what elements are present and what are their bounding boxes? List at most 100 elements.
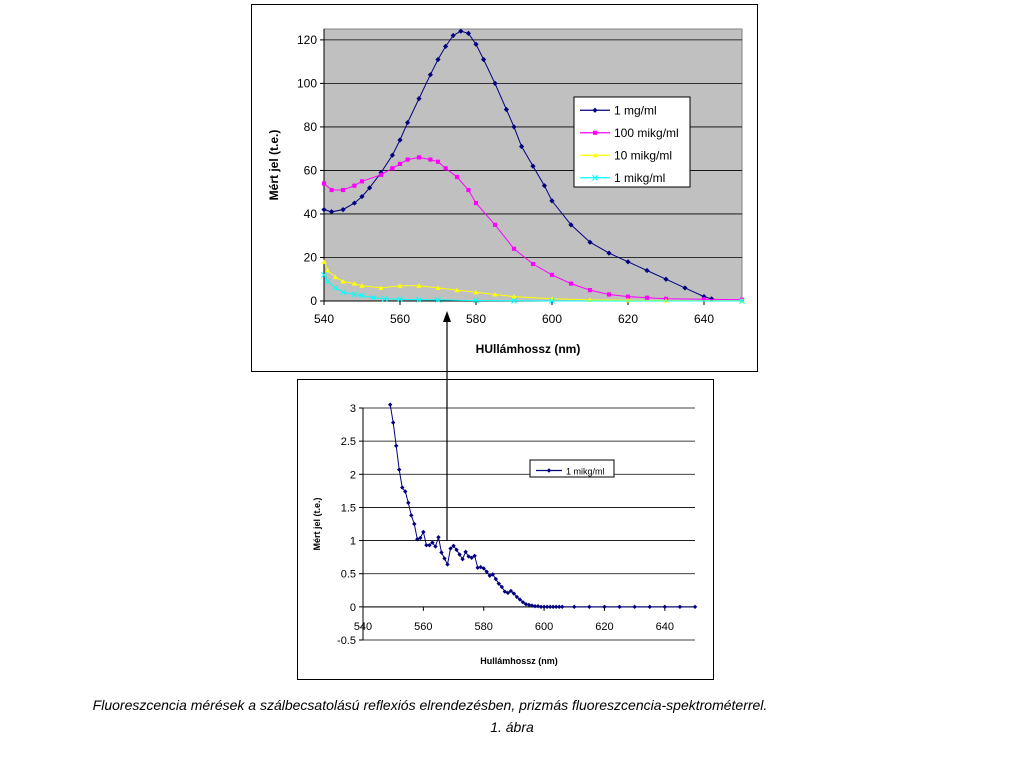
data-point bbox=[587, 604, 592, 610]
y-tick-label: 2.5 bbox=[341, 436, 356, 448]
legend-entry: 1 mikg/ml bbox=[614, 171, 665, 185]
data-point bbox=[397, 137, 403, 143]
data-point bbox=[321, 271, 327, 278]
data-point bbox=[387, 402, 393, 407]
y-axis-title: Mért jel (t.e.) bbox=[267, 130, 281, 201]
data-point bbox=[325, 267, 331, 273]
data-point bbox=[568, 222, 574, 228]
data-point bbox=[332, 284, 339, 291]
data-point bbox=[473, 41, 479, 47]
x-tick-label: 600 bbox=[542, 312, 562, 326]
data-point bbox=[443, 166, 448, 171]
data-point bbox=[397, 467, 402, 472]
legend-marker bbox=[592, 130, 598, 135]
x-tick-label: 580 bbox=[466, 312, 486, 326]
data-point bbox=[427, 543, 432, 548]
y-tick-label: 1.5 bbox=[341, 502, 356, 514]
data-point bbox=[549, 298, 555, 304]
data-point bbox=[473, 289, 479, 295]
data-point bbox=[359, 179, 365, 184]
x-tick-label: 560 bbox=[390, 312, 410, 326]
y-tick-label: 100 bbox=[297, 76, 317, 90]
data-point bbox=[400, 485, 405, 490]
data-point bbox=[663, 276, 669, 282]
x-tick-label: 560 bbox=[414, 621, 432, 633]
data-point bbox=[406, 500, 411, 505]
data-point bbox=[415, 537, 420, 542]
y-tick-label: 20 bbox=[304, 250, 318, 264]
data-point bbox=[511, 297, 517, 304]
data-point bbox=[378, 285, 384, 291]
legend-entry: 1 mikg/ml bbox=[566, 467, 605, 477]
data-point bbox=[397, 161, 403, 166]
data-point bbox=[484, 569, 489, 574]
data-point bbox=[701, 297, 707, 302]
series-3 bbox=[321, 271, 745, 304]
top-chart-panel: 0 20 40 60 80 100 120 540 560 580 600 620 640 HUllámh… bbox=[251, 4, 758, 372]
data-point bbox=[416, 155, 422, 160]
data-point bbox=[492, 222, 498, 227]
series-0 bbox=[321, 28, 715, 302]
data-point bbox=[505, 590, 511, 596]
data-point bbox=[416, 96, 422, 102]
data-point bbox=[340, 187, 346, 193]
data-point bbox=[397, 283, 403, 288]
plot-area bbox=[363, 408, 695, 640]
data-point bbox=[530, 163, 536, 169]
data-point bbox=[523, 602, 529, 607]
legend-box bbox=[529, 459, 615, 478]
data-point bbox=[458, 28, 464, 34]
series-line bbox=[323, 156, 743, 301]
data-point bbox=[397, 296, 403, 303]
data-point bbox=[587, 239, 593, 245]
data-point bbox=[549, 198, 555, 204]
data-point bbox=[450, 32, 456, 39]
data-point bbox=[370, 294, 377, 301]
data-point bbox=[416, 283, 422, 288]
data-point bbox=[359, 292, 365, 299]
data-point bbox=[492, 80, 498, 86]
legend: 1 mg/ml 100 mikg/ml 10 mikg/ml 1 mikg/ml bbox=[573, 96, 691, 188]
data-point bbox=[359, 193, 365, 200]
x-tick-label: 620 bbox=[618, 312, 638, 326]
legend-marker bbox=[592, 152, 598, 158]
y-tick-label: 2 bbox=[350, 469, 356, 481]
data-point bbox=[321, 259, 327, 264]
data-point bbox=[435, 285, 441, 291]
data-point bbox=[435, 56, 441, 63]
data-point bbox=[568, 281, 574, 286]
y-tick-label: 0 bbox=[350, 602, 356, 614]
data-point bbox=[511, 246, 517, 251]
data-point bbox=[606, 292, 612, 297]
data-point bbox=[472, 553, 477, 559]
data-point bbox=[412, 521, 417, 527]
y-tick-label: 60 bbox=[304, 163, 318, 177]
data-point bbox=[709, 296, 715, 302]
legend-marker bbox=[592, 107, 598, 113]
data-point bbox=[321, 207, 327, 213]
data-point bbox=[511, 124, 517, 130]
data-point bbox=[351, 280, 357, 286]
data-point bbox=[463, 549, 468, 555]
legend: 1 mikg/ml bbox=[529, 459, 615, 478]
data-point bbox=[644, 295, 650, 300]
y-tick-label: 3 bbox=[350, 403, 356, 415]
data-point bbox=[625, 259, 631, 265]
data-point bbox=[625, 294, 631, 299]
y-tick-label: 40 bbox=[304, 207, 318, 221]
data-point bbox=[526, 602, 532, 608]
legend-marker bbox=[546, 468, 552, 473]
data-point bbox=[378, 172, 384, 177]
y-tick-label: 80 bbox=[304, 120, 318, 134]
legend-entry: 1 mg/ml bbox=[614, 103, 657, 117]
data-point bbox=[442, 556, 447, 561]
y-tick-label: -0.5 bbox=[337, 635, 356, 647]
data-point bbox=[390, 420, 396, 425]
data-point bbox=[340, 207, 346, 213]
y-axis-title: Mért jel (t.e.) bbox=[312, 497, 322, 550]
data-point bbox=[435, 159, 441, 164]
data-point bbox=[529, 603, 535, 608]
legend-marker bbox=[592, 174, 598, 181]
data-point bbox=[424, 543, 429, 548]
data-point bbox=[454, 174, 460, 180]
